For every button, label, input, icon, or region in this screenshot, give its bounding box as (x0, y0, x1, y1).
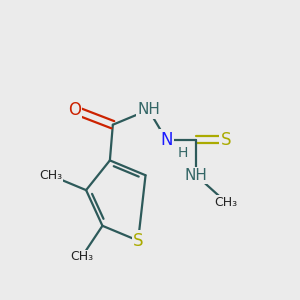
Text: S: S (133, 232, 143, 250)
Text: O: O (68, 101, 81, 119)
Text: CH₃: CH₃ (39, 169, 62, 182)
Text: NH: NH (184, 168, 208, 183)
Text: CH₃: CH₃ (70, 250, 93, 263)
Text: H: H (178, 146, 188, 160)
Text: NH: NH (137, 102, 160, 117)
Text: CH₃: CH₃ (214, 196, 237, 208)
Text: N: N (160, 130, 172, 148)
Text: S: S (220, 130, 231, 148)
